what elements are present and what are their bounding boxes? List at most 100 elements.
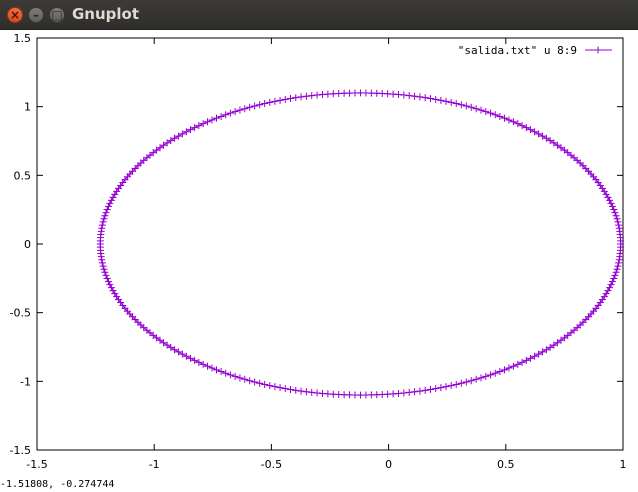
y-tick-label: 1: [24, 101, 31, 114]
data-point: [292, 386, 300, 394]
data-point: [442, 383, 450, 391]
data-point: [457, 379, 465, 387]
status-bar: -1.51808, -0.274744: [0, 478, 638, 492]
data-point: [171, 134, 179, 142]
data-point: [553, 141, 561, 149]
data-point: [462, 378, 470, 386]
data-point: [160, 339, 168, 347]
data-point: [505, 116, 513, 124]
y-tick-label: 1.5: [14, 32, 32, 45]
data-point: [539, 132, 547, 140]
data-point: [100, 215, 108, 223]
data-point: [550, 341, 558, 349]
chart-svg[interactable]: -1.5 -1 -0.5 0 0.5 1 -1.5 -1 -0.5 0 0.5 1 1.5 "sali…: [0, 30, 638, 478]
data-point: [467, 103, 475, 111]
window-maximize-button[interactable]: □: [49, 7, 65, 23]
data-point: [542, 134, 550, 142]
data-point: [535, 130, 543, 138]
data-point: [191, 356, 199, 364]
x-tick-label: -0.5: [261, 458, 282, 471]
data-point: [467, 377, 475, 385]
data-point: [186, 354, 194, 362]
data-point: [514, 120, 522, 128]
data-point: [535, 350, 543, 358]
data-point: [101, 268, 109, 276]
data-point: [452, 100, 460, 108]
data-point: [462, 102, 470, 110]
data-point: [405, 388, 413, 396]
data-point: [491, 111, 499, 119]
data-point: [98, 259, 106, 267]
y-tick-label: 0: [24, 238, 31, 251]
data-point: [614, 218, 622, 226]
data-point: [208, 364, 216, 372]
window-minimize-button[interactable]: –: [28, 7, 44, 23]
legend-marker: [594, 46, 602, 54]
data-point: [261, 100, 269, 108]
data-point: [251, 102, 259, 110]
data-point: [491, 369, 499, 377]
data-point: [246, 103, 254, 111]
data-point: [226, 371, 234, 379]
data-point: [266, 382, 274, 390]
data-point: [171, 346, 179, 354]
data-point: [608, 202, 616, 210]
data-point: [482, 108, 490, 116]
data-point: [550, 139, 558, 147]
maximize-icon: □: [51, 8, 63, 22]
plot-area[interactable]: -1.5 -1 -0.5 0 0.5 1 -1.5 -1 -0.5 0 0.5 1 1.5 "sali…: [0, 30, 638, 478]
data-point: [276, 96, 284, 104]
data-point: [178, 130, 186, 138]
data-point: [612, 268, 620, 276]
data-point: [613, 265, 621, 273]
data-point: [611, 209, 619, 217]
plot-frame: [36, 37, 624, 451]
window-title: Gnuplot: [72, 5, 140, 23]
legend: "salida.txt" u 8:9: [458, 44, 612, 57]
data-point: [608, 278, 616, 286]
cursor-coordinates: -1.51808, -0.274744: [0, 479, 115, 490]
data-point: [496, 368, 504, 376]
data-point: [292, 94, 300, 102]
data-point: [266, 98, 274, 106]
data-point: [261, 380, 269, 388]
data-point: [204, 118, 212, 126]
data-point: [411, 388, 419, 396]
data-point: [163, 139, 171, 147]
data-point: [539, 348, 547, 356]
data-point: [522, 124, 530, 132]
data-point: [505, 364, 513, 372]
minimize-icon: –: [33, 8, 39, 22]
data-point: [457, 101, 465, 109]
data-point: [231, 108, 239, 116]
data-point: [199, 120, 207, 128]
data-point: [107, 196, 115, 204]
data-point: [607, 281, 615, 289]
y-tick-label: -1: [20, 375, 31, 388]
data-point: [447, 382, 455, 390]
window-close-button[interactable]: ×: [7, 7, 23, 23]
data-point: [557, 144, 565, 152]
data-point: [98, 256, 106, 264]
data-point: [487, 371, 495, 379]
data-point: [226, 109, 234, 117]
data-point: [606, 196, 614, 204]
x-tick-label: -1: [149, 458, 160, 471]
data-point: [271, 383, 279, 391]
data-point: [287, 95, 294, 102]
data-point: [231, 372, 239, 380]
data-point: [281, 385, 289, 393]
data-point: [472, 375, 480, 383]
data-point: [616, 227, 624, 235]
x-tick-label: 1: [620, 458, 627, 471]
data-point: [496, 112, 504, 120]
data-point: [241, 105, 249, 113]
data-point: [426, 386, 434, 393]
data-point: [437, 96, 445, 104]
data-point: [518, 122, 526, 130]
data-point: [509, 118, 517, 126]
data-point: [405, 92, 413, 100]
data-point: [222, 111, 230, 119]
data-point: [612, 212, 620, 220]
data-point: [212, 114, 220, 122]
